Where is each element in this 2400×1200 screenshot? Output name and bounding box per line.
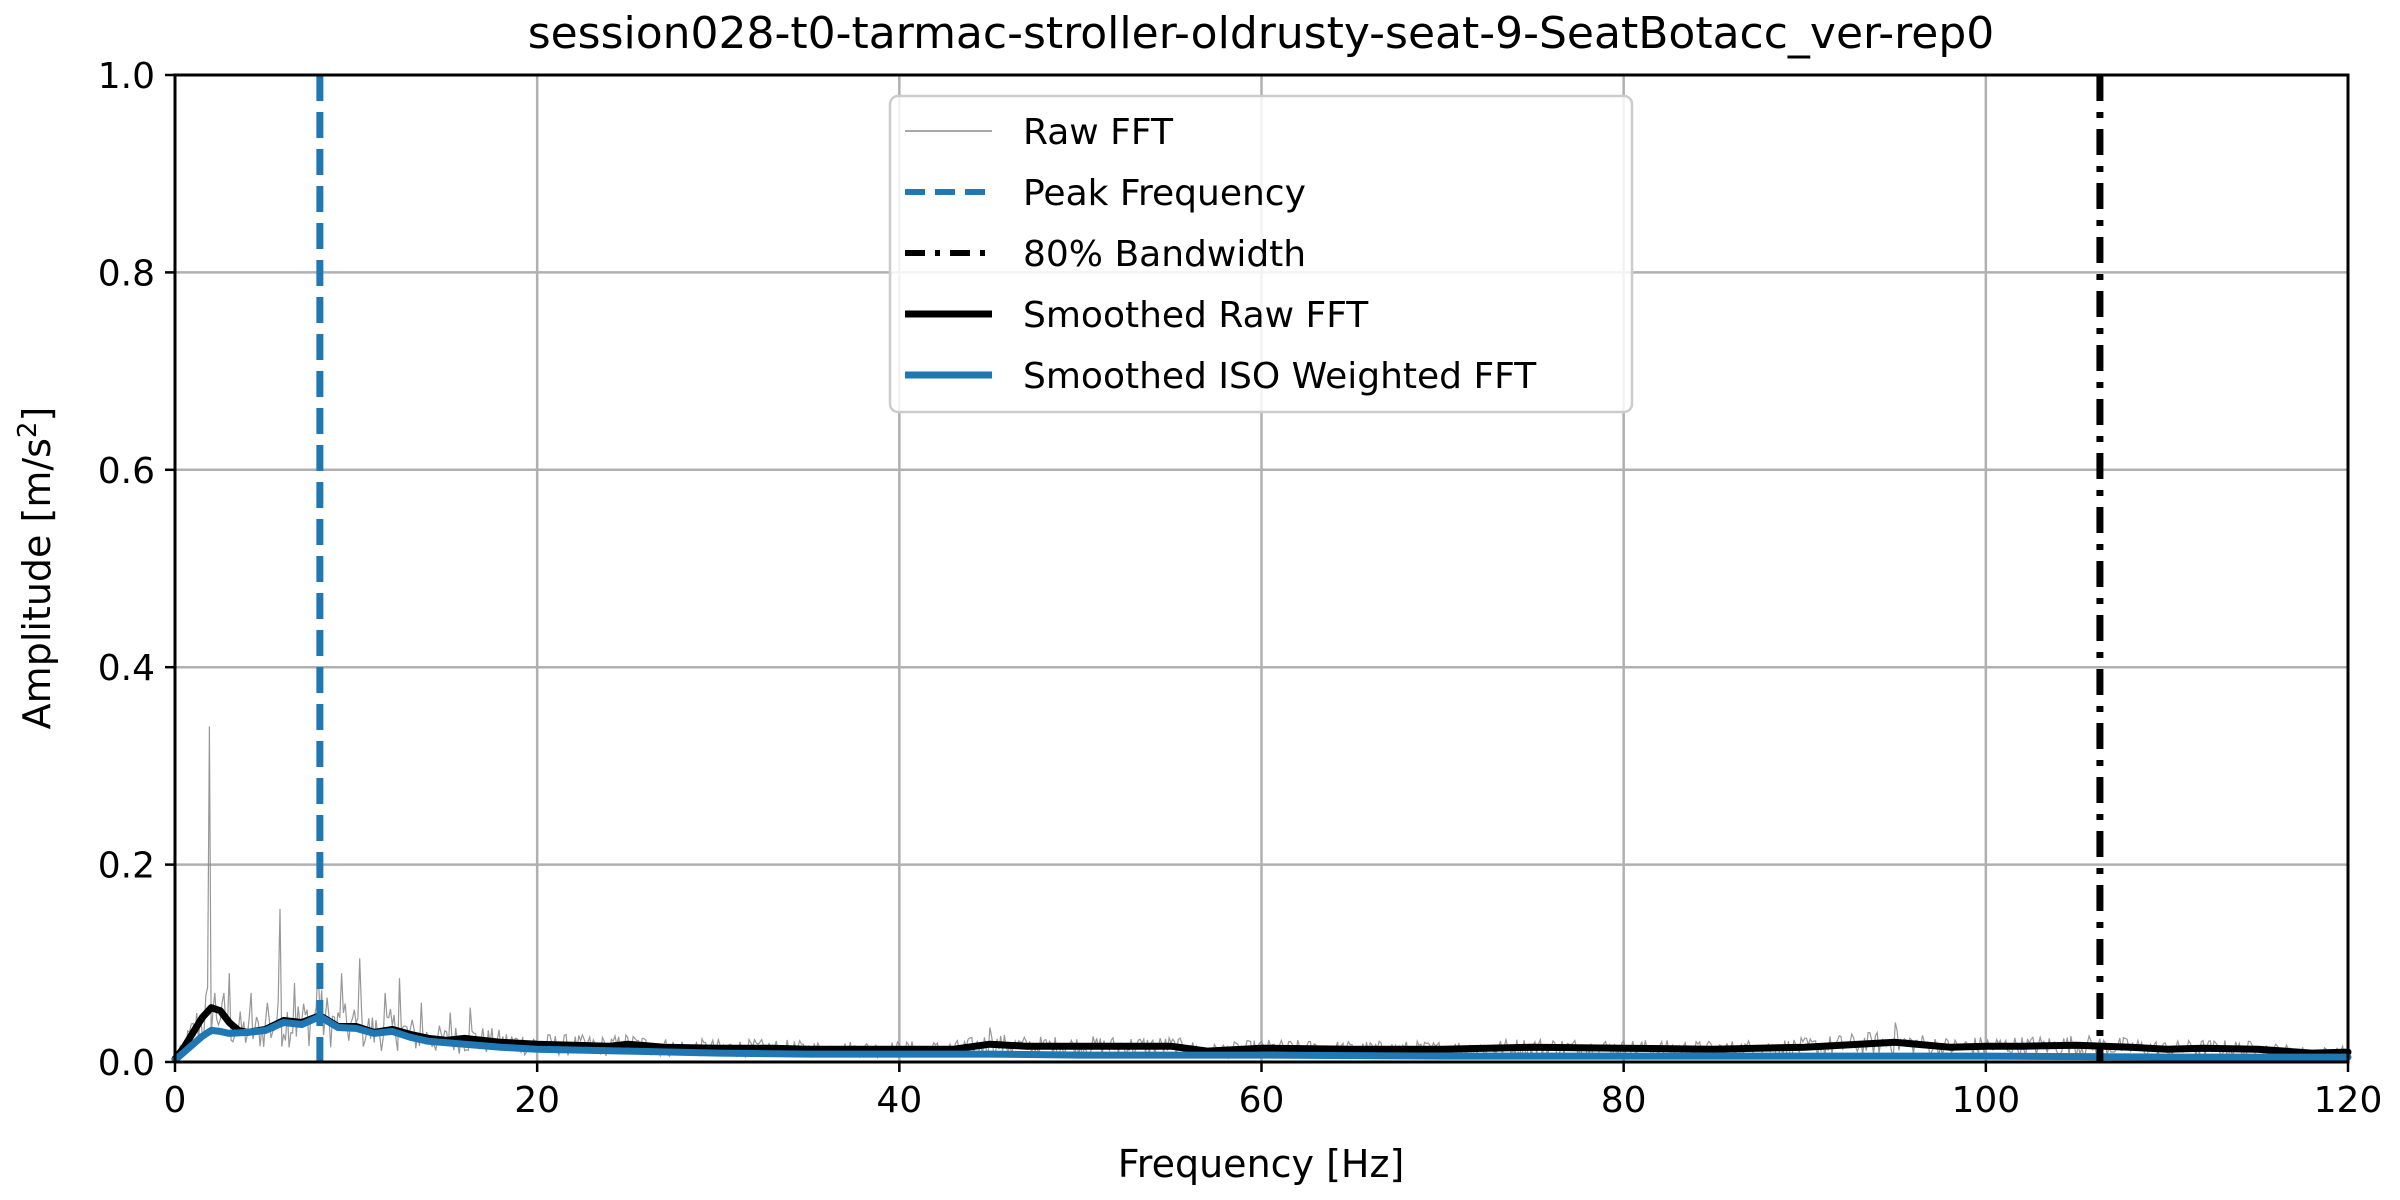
legend-label: Raw FFT [1023,112,1174,153]
y-tick-label: 0.6 [98,451,155,492]
legend-label: Peak Frequency [1023,173,1306,214]
y-tick-label: 0.8 [98,253,155,294]
y-tick-label: 1.0 [98,56,155,97]
legend-label: Smoothed Raw FFT [1023,295,1369,336]
x-tick-label: 120 [2314,1080,2383,1121]
x-tick-label: 80 [1601,1080,1647,1121]
legend: Raw FFT Peak Frequency 80% Bandwidth Smooth… [888,94,1634,414]
y-axis-label-end: ] [15,407,59,422]
chart-title: session028-t0-tarmac-stroller-oldrusty-s… [528,8,1995,59]
y-axis-label-sup: 2 [13,422,43,439]
legend-box [888,94,1634,414]
x-tick-label: 20 [514,1080,560,1121]
legend-label: Smoothed ISO Weighted FFT [1023,356,1537,397]
y-axis-label-main: Amplitude [m/s [15,438,59,729]
y-axis-label: Amplitude [m/s2] [13,407,59,730]
x-axis-label: Frequency [Hz] [1118,1142,1405,1186]
x-tick-label: 0 [164,1080,187,1121]
y-tick-label: 0.2 [98,846,155,887]
x-tick-label: 100 [1951,1080,2020,1121]
axis-ticks: 0 20 40 60 80 100 120 0.0 0.2 0.4 0.6 0.8 1.0 [98,56,2383,1121]
reference-lines [316,75,2104,1062]
series-layer [171,1004,2352,1064]
x-tick-label: 60 [1239,1080,1285,1121]
y-tick-label: 0.4 [98,648,155,689]
smoothed-iso-weighted-fft-line [171,1013,2352,1064]
x-tick-label: 40 [876,1080,922,1121]
legend-label: 80% Bandwidth [1023,234,1306,275]
y-tick-label: 0.0 [98,1043,155,1084]
